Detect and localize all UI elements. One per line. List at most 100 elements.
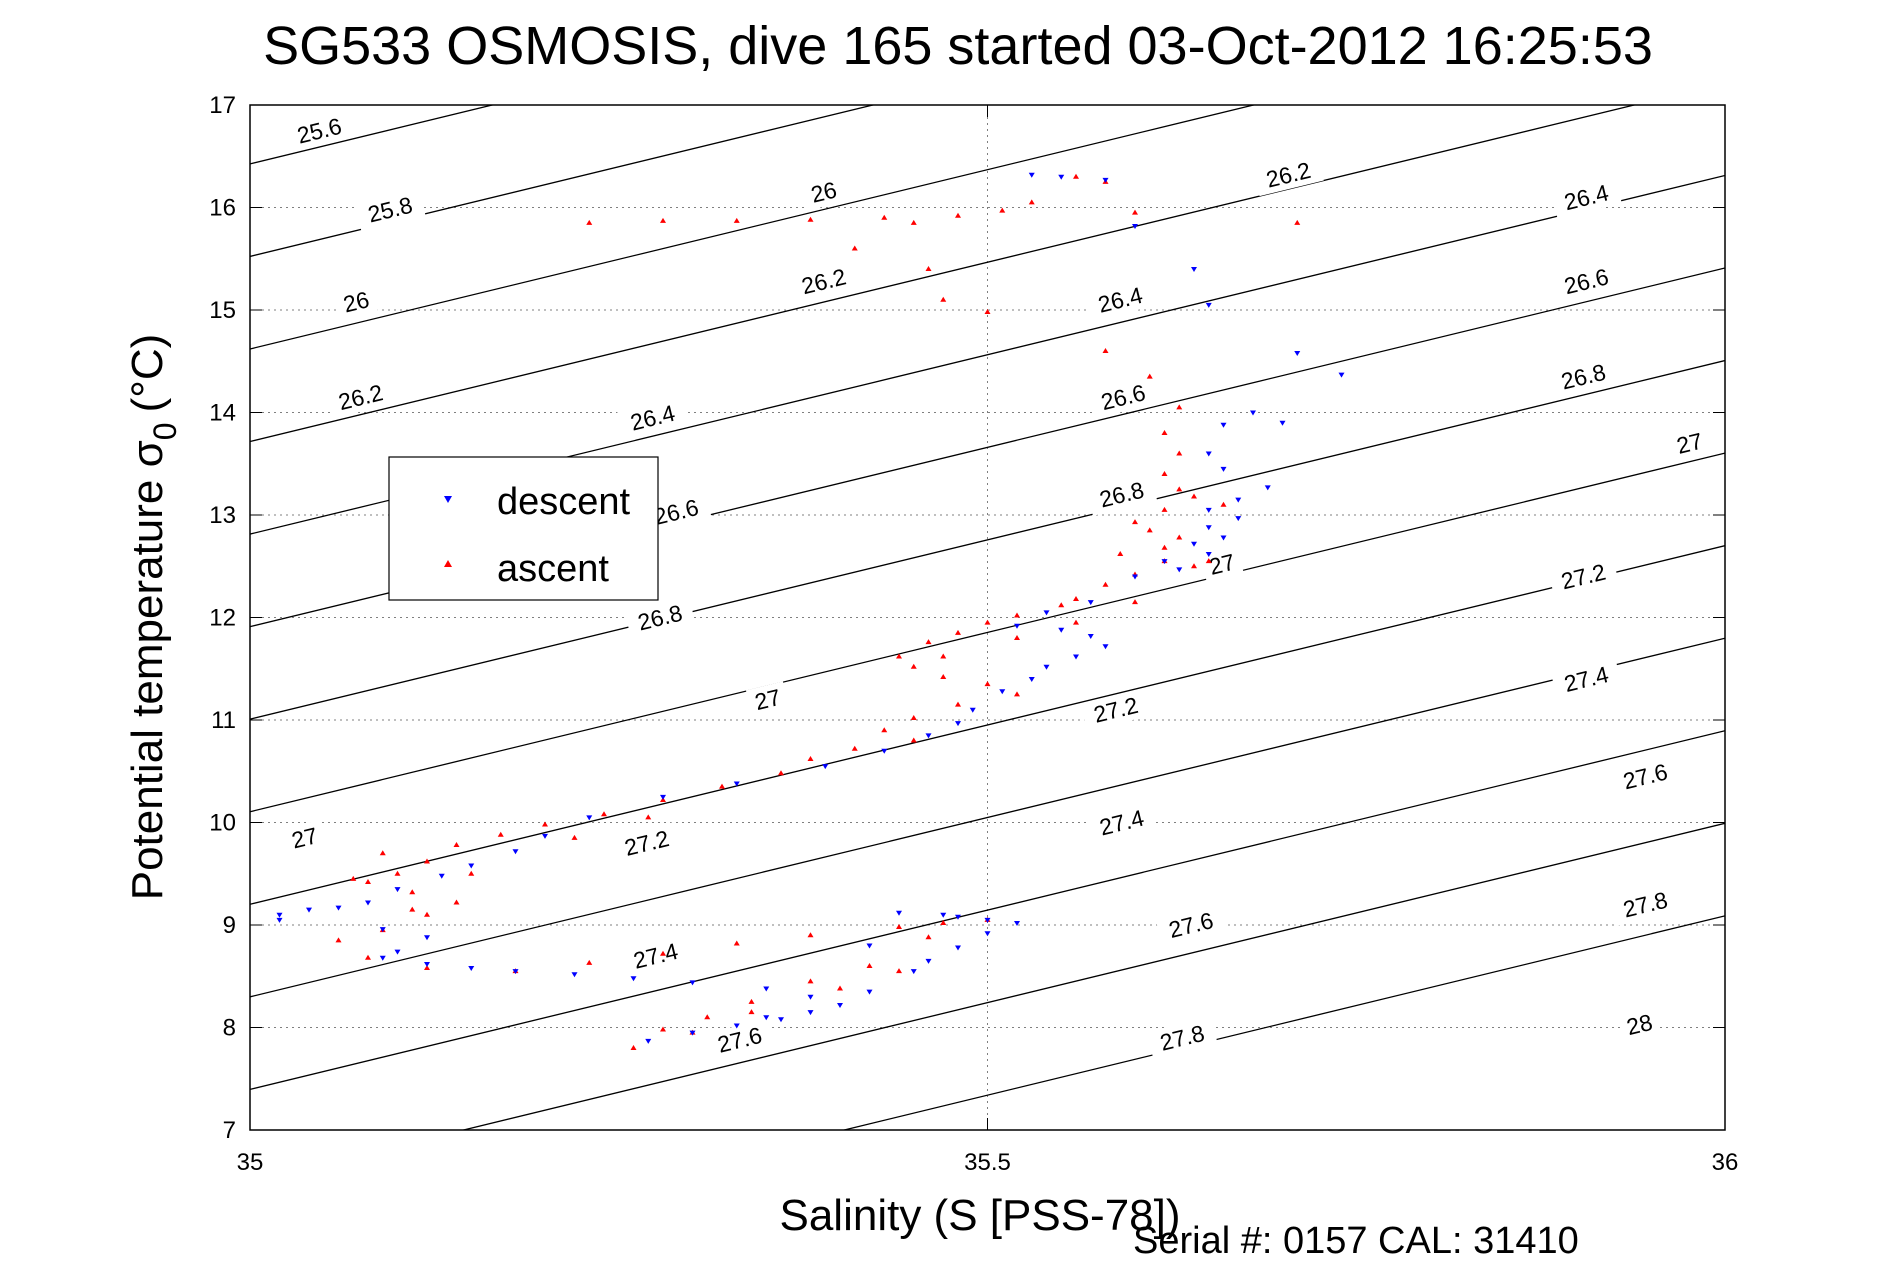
ascent-point <box>984 619 991 625</box>
ascent-point <box>365 954 371 960</box>
contour-label-bg <box>1086 473 1158 516</box>
y-tick-label: 16 <box>209 195 236 222</box>
ascent-point <box>409 906 416 912</box>
descent-point <box>1087 633 1094 639</box>
ascent-point <box>1146 527 1153 533</box>
serial-cal-footer: Serial #: 0157 CAL: 31410 <box>1133 1220 1579 1262</box>
ascent-point <box>1161 430 1168 435</box>
contour-label-bg <box>1550 657 1622 701</box>
contour-label: 28 <box>1624 1009 1655 1040</box>
ascent-point <box>379 850 386 856</box>
ascent-point <box>424 965 430 971</box>
descent-point <box>1132 574 1138 580</box>
descent-point <box>1279 420 1286 426</box>
ascent-point <box>748 998 755 1004</box>
isopycnal-line <box>841 915 1725 1130</box>
ascent-point <box>409 889 416 895</box>
y-tick-label: 8 <box>223 1015 236 1042</box>
contour-label-bg <box>283 109 355 153</box>
isopycnal-line <box>250 105 876 258</box>
ascent-point <box>1073 619 1079 625</box>
descent-point <box>379 955 386 961</box>
ascent-point <box>1176 404 1183 410</box>
x-tick-label: 36 <box>1712 1149 1739 1176</box>
descent-point <box>1176 567 1183 573</box>
ascent-point <box>1102 581 1109 587</box>
descent-point <box>1294 351 1301 357</box>
descent-point <box>925 733 932 739</box>
descent-point <box>1028 677 1035 682</box>
ascent-point <box>896 653 902 659</box>
contour-label-bg <box>704 1018 776 1062</box>
descent-point <box>1073 654 1079 660</box>
ascent-point <box>807 216 814 222</box>
descent-point <box>1264 485 1271 491</box>
ascent-point <box>571 834 578 840</box>
contour-label-bg <box>1080 688 1152 732</box>
descent-point <box>1220 466 1227 472</box>
descent-point <box>1161 559 1168 565</box>
descent-point <box>276 912 283 918</box>
y-axis-label: Potential temperature σ0 (°C) <box>123 334 183 901</box>
descent-point <box>733 1023 740 1029</box>
descent-point <box>1205 302 1212 308</box>
contour-label-bg <box>1550 175 1622 219</box>
isopycnal-line <box>250 637 1725 998</box>
descent-point <box>512 969 519 975</box>
descent-point <box>660 794 666 800</box>
descent-point <box>999 689 1006 695</box>
descent-point <box>925 958 932 964</box>
y-tick-label: 10 <box>209 810 236 837</box>
descent-point <box>955 721 961 727</box>
descent-point <box>1058 174 1065 180</box>
ascent-point <box>335 937 342 943</box>
ascent-point <box>940 673 947 679</box>
descent-point <box>394 887 401 893</box>
descent-point <box>1191 267 1197 272</box>
descent-point <box>424 961 430 967</box>
ascent-point <box>394 870 401 876</box>
ascent-point <box>586 959 593 965</box>
ascent-point <box>1014 612 1020 618</box>
contour-label-bg <box>334 283 378 320</box>
ascent-point <box>955 629 961 635</box>
descent-point <box>807 1010 814 1016</box>
ascent-point <box>910 663 917 669</box>
descent-points <box>276 172 1345 1044</box>
isopycnal-line <box>250 452 1725 813</box>
ascent-point <box>424 911 430 917</box>
descent-point <box>306 907 312 913</box>
ascent-point <box>955 212 961 218</box>
descent-point <box>1205 551 1212 557</box>
ascent-point <box>1132 209 1138 215</box>
contour-label-bg <box>1609 754 1681 798</box>
contour-label-bg <box>1609 883 1681 926</box>
descent-point <box>822 764 829 770</box>
ascent-point <box>1102 348 1109 353</box>
ascent-point <box>1205 558 1212 564</box>
ascent-point <box>1161 471 1168 476</box>
contour-label-bg <box>1155 903 1227 947</box>
descent-point <box>438 873 445 879</box>
isopycnal-line <box>250 105 1257 350</box>
contour-label: 27 <box>289 822 320 853</box>
x-axis-label: Salinity (S [PSS-78]) <box>779 1191 1180 1240</box>
ascent-point <box>704 1014 711 1020</box>
ascent-point <box>837 985 843 991</box>
ascent-point <box>955 701 961 707</box>
ascent-point <box>1176 450 1183 456</box>
descent-point <box>1058 627 1065 633</box>
legend-box <box>388 456 659 601</box>
descent-point <box>969 707 976 713</box>
ascent-point <box>807 755 814 761</box>
descent-point <box>984 917 991 923</box>
contour-label-bg <box>354 188 426 231</box>
contour-label-bg <box>802 174 846 211</box>
descent-point <box>689 980 696 986</box>
descent-point <box>733 781 740 787</box>
ascent-point <box>601 811 607 817</box>
descent-point <box>896 910 902 916</box>
ascent-point <box>778 770 784 776</box>
